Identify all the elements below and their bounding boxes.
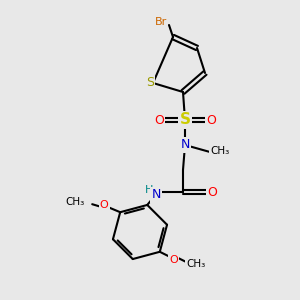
Text: O: O	[207, 185, 217, 199]
Text: O: O	[154, 113, 164, 127]
Text: S: S	[179, 112, 191, 128]
Text: Br: Br	[155, 17, 167, 27]
Text: O: O	[206, 113, 216, 127]
Text: N: N	[151, 188, 161, 202]
Text: O: O	[169, 255, 178, 265]
Text: CH₃: CH₃	[65, 197, 84, 207]
Text: CH₃: CH₃	[186, 259, 206, 269]
Text: H: H	[145, 185, 153, 195]
Text: N: N	[180, 139, 190, 152]
Text: CH₃: CH₃	[210, 146, 230, 156]
Text: S: S	[146, 76, 154, 89]
Text: O: O	[100, 200, 109, 210]
